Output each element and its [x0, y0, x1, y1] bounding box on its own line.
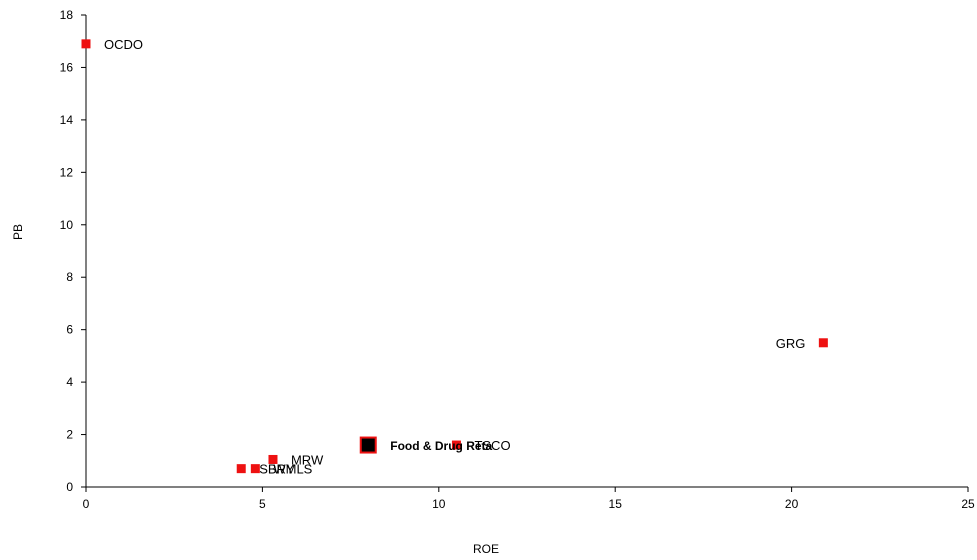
point-label-sbry: SBRY	[259, 462, 294, 477]
data-point-tsco	[451, 440, 461, 450]
x-tick-label: 5	[259, 497, 266, 511]
point-label-tsco: TSCO	[474, 438, 510, 453]
data-point-sbry	[236, 464, 246, 474]
data-point-ocdo	[81, 39, 91, 49]
x-tick-label: 15	[609, 497, 623, 511]
point-label-wmls: WMLS	[273, 462, 312, 477]
y-tick-label: 4	[66, 375, 73, 389]
y-tick-label: 2	[66, 428, 73, 442]
data-point-wmls	[250, 464, 260, 474]
point-label-ocdo: OCDO	[104, 37, 143, 52]
y-tick-label: 14	[60, 113, 74, 127]
x-tick-label: 0	[83, 497, 90, 511]
x-tick-label: 10	[432, 497, 446, 511]
y-tick-label: 16	[60, 60, 74, 74]
x-tick-label: 25	[961, 497, 975, 511]
y-tick-label: 8	[66, 270, 73, 284]
axes	[85, 15, 968, 488]
y-tick-label: 10	[60, 218, 74, 232]
y-tick-label: 12	[60, 165, 74, 179]
x-axis-title: ROE	[473, 542, 499, 556]
y-tick-label: 6	[66, 323, 73, 337]
sector-highlight-label: Food & Drug Reta	[390, 439, 492, 453]
data-point-grg	[818, 338, 828, 348]
data-point-mrw	[268, 454, 278, 464]
y-tick-label: 0	[66, 480, 73, 494]
x-tick-label: 20	[785, 497, 799, 511]
point-label-mrw: MRW	[291, 452, 324, 467]
y-tick-label: 18	[60, 8, 74, 22]
point-label-grg: GRG	[776, 336, 806, 351]
ticks: 0 2 4 6 8 10 12 14 16 18 0 5 10 15 20 25	[60, 8, 975, 511]
sector-highlight-point	[359, 436, 377, 454]
y-axis-title: PB	[11, 224, 25, 240]
